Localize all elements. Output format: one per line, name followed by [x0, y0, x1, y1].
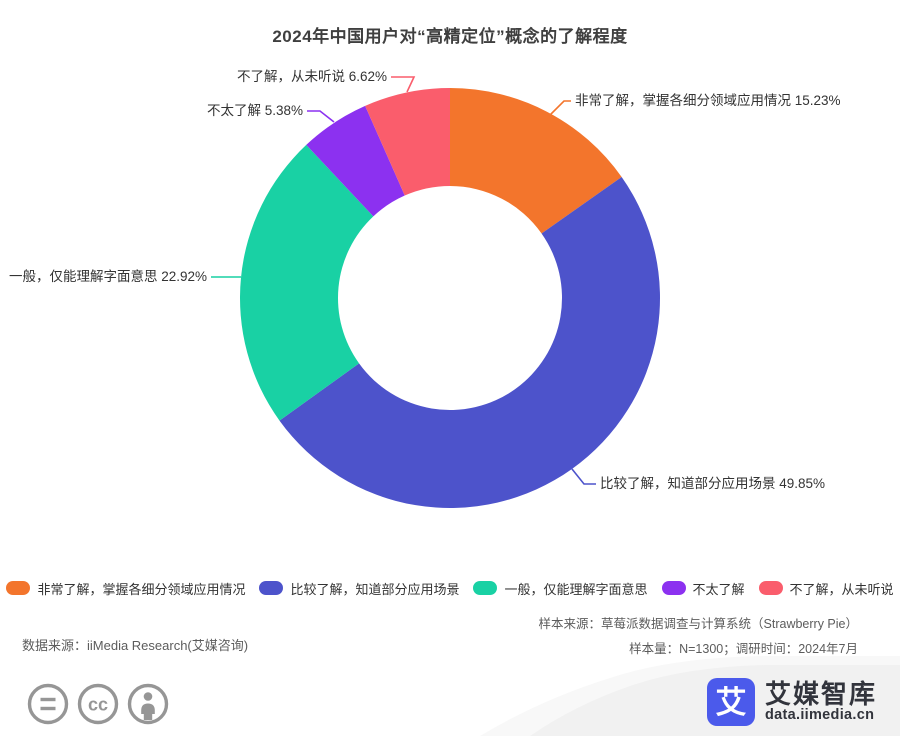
legend-label: 比较了解，知道部分应用场景: [290, 581, 460, 597]
legend-swatch: [6, 581, 31, 595]
license-icons: cc: [26, 682, 170, 726]
callout-label: 不太了解 5.38%: [207, 103, 303, 118]
legend-item-4[interactable]: 不了解，从未听说: [758, 579, 894, 598]
brand-name: 艾媒智库: [764, 678, 877, 709]
legend-label: 不太了解: [692, 581, 745, 597]
pie-slice-0[interactable]: [450, 88, 622, 234]
pie-slice-4[interactable]: [365, 88, 450, 196]
callout-leader-line: [307, 110, 335, 123]
sample-size-text: 样本量：N=1300；调研时间：2024年7月: [629, 642, 858, 656]
equals-icon: [27, 683, 69, 725]
donut-chart: 非常了解，掌握各细分领域应用情况 15.23% 比较了解，知道部分应用场景 49.…: [9, 69, 841, 509]
chart-legend: 非常了解，掌握各细分领域应用情况 比较了解，知道部分应用场景 一般，仅能理解字面意思…: [0, 576, 900, 600]
callout-label: 非常了解，掌握各细分领域应用情况 15.23%: [575, 92, 841, 108]
chart-title: 2024年中国用户对“高精定位”概念的了解程度: [272, 27, 628, 46]
legend-label: 不了解，从未听说: [789, 581, 894, 597]
legend-swatch: [661, 581, 686, 595]
callout-label: 一般，仅能理解字面意思 22.92%: [9, 268, 207, 284]
data-source-text: 数据来源：iiMedia Research(艾媒咨询): [22, 638, 249, 653]
legend-item-1[interactable]: 比较了解，知道部分应用场景: [259, 579, 459, 598]
callout-label: 比较了解，知道部分应用场景 49.85%: [600, 475, 825, 491]
legend-item-3[interactable]: 不太了解: [661, 579, 745, 598]
legend-item-2[interactable]: 一般，仅能理解字面意思: [473, 579, 648, 598]
callout-leader-line: [391, 76, 416, 93]
brand-mark-icon: 艾: [706, 678, 755, 726]
callout-leader-line: [571, 468, 596, 485]
pie-slice-1[interactable]: [279, 177, 661, 509]
legend-item-0[interactable]: 非常了解，掌握各细分领域应用情况: [6, 579, 245, 598]
legend-swatch: [259, 581, 284, 595]
brand-logo: 艾 艾媒智库 data.iimedia.cn: [706, 678, 877, 726]
legend-label: 非常了解，掌握各细分领域应用情况: [37, 581, 246, 597]
pie-slice-2[interactable]: [239, 144, 374, 421]
callout-label: 不了解，从未听说 6.62%: [237, 69, 387, 84]
callout-leader-line: [548, 100, 571, 117]
sample-info: 样本来源：草莓派数据调查与计算系统（Strawberry Pie） 样本量：N=…: [539, 612, 858, 662]
person-icon: [127, 683, 169, 725]
legend-swatch: [758, 581, 783, 595]
legend-label: 一般，仅能理解字面意思: [504, 581, 648, 597]
cc-icon: cc: [77, 683, 119, 725]
pie-slice-3[interactable]: [306, 105, 405, 217]
sample-source-text: 样本来源：草莓派数据调查与计算系统（Strawberry Pie）: [538, 617, 858, 631]
svg-text:cc: cc: [88, 695, 108, 715]
legend-swatch: [473, 581, 498, 595]
brand-url: data.iimedia.cn: [764, 706, 875, 723]
